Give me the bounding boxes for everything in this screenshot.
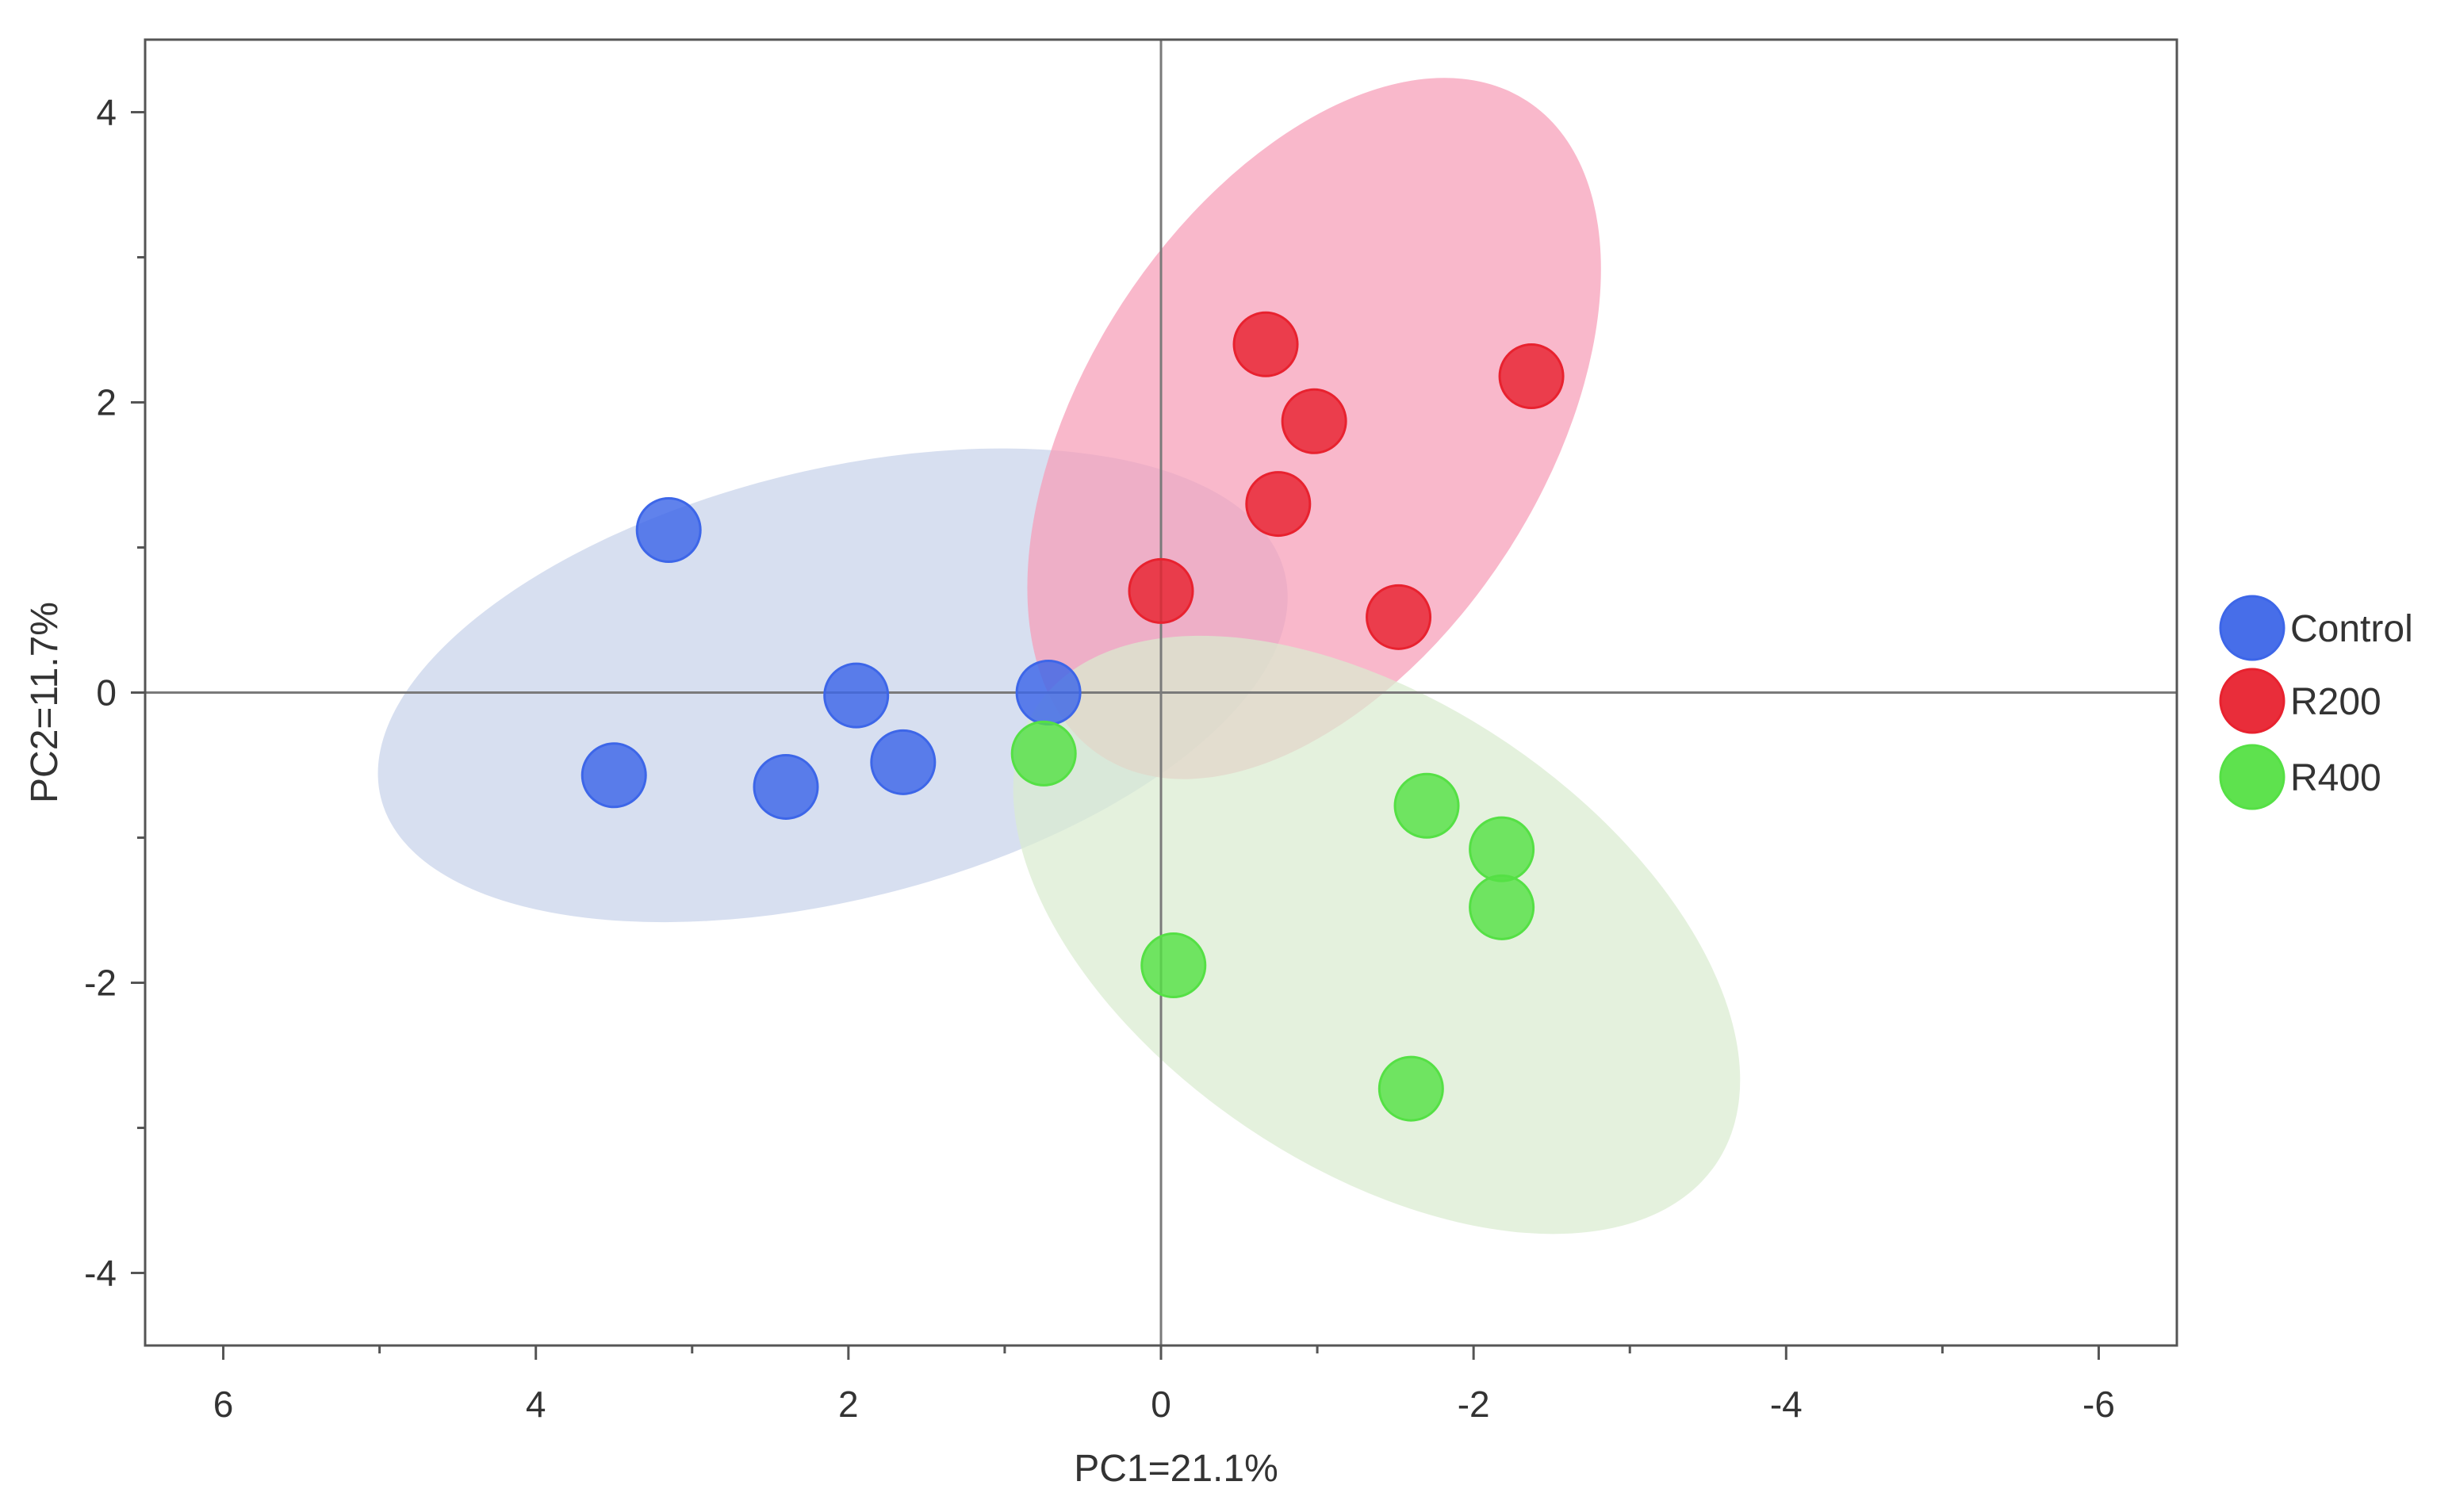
x-tick-label: -2: [1458, 1384, 1490, 1425]
legend-swatch-r400: [2219, 744, 2285, 810]
point-r400-3[interactable]: [1469, 816, 1535, 882]
x-axis-title: PC1=21.1%: [1074, 1448, 1278, 1490]
legend-label-control: Control: [2290, 608, 2413, 650]
point-r400-1[interactable]: [1010, 720, 1077, 787]
point-r200-1[interactable]: [1232, 311, 1299, 377]
point-control-6[interactable]: [870, 729, 937, 795]
confidence-ellipses: [377, 78, 1741, 1234]
legend-label-r200: R200: [2290, 681, 2381, 723]
point-r200-3[interactable]: [1281, 388, 1347, 454]
point-r400-6[interactable]: [1377, 1055, 1444, 1122]
legend: Control R200 R400: [2219, 595, 2413, 810]
point-control-4[interactable]: [580, 742, 647, 809]
y-tick-label: 2: [96, 382, 117, 423]
point-control-1[interactable]: [635, 497, 702, 564]
legend-swatch-r200: [2219, 668, 2285, 734]
y-tick-label: 0: [96, 672, 117, 714]
x-tick-label: -4: [1770, 1384, 1803, 1425]
point-r400-4[interactable]: [1469, 874, 1535, 940]
point-r200-4[interactable]: [1245, 471, 1312, 538]
legend-item-r400[interactable]: R400: [2219, 744, 2381, 810]
x-tick-label: 4: [526, 1384, 546, 1425]
legend-item-control[interactable]: Control: [2219, 595, 2413, 661]
axis-tick-labels: 6 4 2 0 -2 -4 -6 4 2 0 -2 -4: [84, 92, 2115, 1426]
x-tick-label: 6: [213, 1384, 234, 1425]
y-tick-label: 4: [96, 92, 117, 133]
point-control-2[interactable]: [823, 662, 890, 729]
point-r200-5[interactable]: [1128, 557, 1194, 624]
reference-lines: [145, 40, 2177, 1345]
legend-label-r400: R400: [2290, 757, 2381, 799]
y-tick-label: -4: [84, 1253, 117, 1294]
point-control-3[interactable]: [1015, 660, 1082, 725]
point-r400-5[interactable]: [1140, 932, 1207, 999]
point-r200-6[interactable]: [1366, 584, 1432, 650]
x-tick-label: 0: [1151, 1384, 1171, 1425]
legend-item-r200[interactable]: R200: [2219, 668, 2381, 734]
y-tick-label: -2: [84, 963, 117, 1004]
point-r400-2[interactable]: [1393, 772, 1460, 839]
x-tick-label: 2: [838, 1384, 859, 1425]
y-axis-title: PC2=11.7%: [24, 602, 66, 803]
x-tick-label: -6: [2082, 1384, 2115, 1425]
ellipse-r400: [1013, 635, 1741, 1234]
point-r200-2[interactable]: [1498, 343, 1565, 410]
data-points: [580, 311, 1565, 1122]
point-control-5[interactable]: [753, 753, 819, 820]
axis-ticks: [131, 111, 2100, 1360]
legend-swatch-control: [2219, 595, 2285, 661]
